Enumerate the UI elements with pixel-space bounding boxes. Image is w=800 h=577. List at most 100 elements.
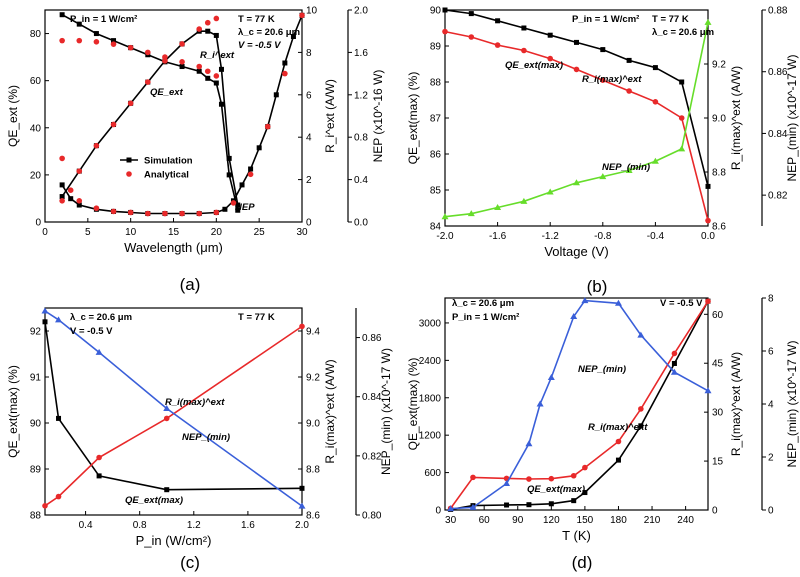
data-point [67, 187, 74, 193]
y-right2-tick-label: 8 [768, 294, 774, 305]
x-tick-label: 0.4 [79, 520, 93, 531]
data-point [218, 101, 224, 107]
data-point [59, 12, 65, 18]
data-point [652, 65, 658, 71]
data-point [204, 19, 211, 26]
y-left-axis-label: QE_ext(max) (%) [406, 72, 420, 165]
data-point [93, 142, 100, 149]
x-tick-label: 15 [168, 227, 180, 238]
data-point [205, 28, 211, 34]
annotation: R_i(max)^ext [165, 397, 225, 408]
annotation: NEP [235, 202, 255, 213]
data-point [41, 307, 49, 314]
data-point [127, 100, 134, 107]
data-point [442, 7, 448, 13]
y-right1-tick-label: 8.6 [712, 222, 726, 233]
annotation: NEP_(min) [578, 364, 626, 375]
data-point [495, 18, 501, 24]
annotation: R_i^ext [200, 50, 235, 61]
y-left-tick-label: 89 [430, 42, 442, 53]
data-point [573, 179, 580, 186]
y-right2-tick-label: 1.6 [354, 48, 368, 59]
data-point [127, 209, 134, 216]
annotation: V = -0.5 V [70, 326, 113, 337]
x-tick-label: 10 [125, 227, 137, 238]
data-point [299, 12, 305, 19]
x-tick-label: 1.2 [187, 520, 201, 531]
annotation: T = 77 K [238, 312, 275, 323]
data-point [504, 502, 510, 508]
panel-label: (a) [180, 275, 201, 294]
data-point [179, 41, 185, 47]
x-tick-label: 30 [296, 227, 308, 238]
data-point [273, 92, 279, 98]
y-right2-tick-label: 0.80 [362, 511, 382, 522]
data-point [196, 68, 202, 74]
data-point [469, 503, 477, 510]
data-point [282, 70, 288, 77]
data-point [705, 217, 711, 224]
data-point [441, 213, 449, 220]
y-left-tick-label: 90 [430, 6, 442, 17]
annotation: V = -0.5 V [238, 40, 281, 51]
data-point [235, 207, 241, 213]
data-point [468, 34, 475, 40]
x-tick-label: 90 [512, 515, 524, 526]
data-point [574, 39, 579, 45]
y-left-tick-label: 0 [435, 506, 441, 517]
data-point [264, 123, 271, 130]
data-point [218, 66, 224, 72]
data-point [196, 63, 202, 70]
data-point [59, 155, 65, 162]
y-left-tick-label: 89 [30, 465, 42, 476]
data-point [548, 475, 555, 482]
x-tick-label: -1.6 [489, 231, 507, 242]
y-right2-tick-label: 0.4 [354, 175, 368, 186]
data-point [671, 350, 678, 357]
data-point [467, 210, 475, 217]
data-point [570, 472, 577, 479]
x-tick-label: 60 [479, 515, 491, 526]
data-point [213, 32, 219, 38]
annotation: λ_c = 20.6 μm [70, 312, 132, 323]
annotation: QE_ext(max) [125, 495, 183, 506]
y-right1-axis-label: R_i(max)^ext (A/W) [729, 66, 743, 170]
data-point [521, 47, 527, 54]
y-right1-axis-label: R_i(max)^ext (A/W) [323, 359, 337, 463]
data-point [213, 209, 220, 216]
y-right2-tick-label: 4 [768, 400, 774, 411]
y-left-tick-label: 40 [30, 123, 42, 134]
y-left-tick-label: 87 [430, 114, 442, 125]
annotation: QE_ext(max) [505, 60, 563, 71]
y-right2-axis-label: NEP (x10^-16 W) [371, 70, 385, 163]
x-axis-label: Voltage (V) [544, 244, 608, 259]
data-point [226, 172, 232, 178]
y-left-tick-label: 0 [35, 218, 41, 229]
data-point [526, 476, 532, 482]
y-right1-axis-label: R_i^ext (A/W) [323, 79, 337, 153]
y-right2-tick-label: 0.0 [354, 218, 368, 229]
data-point [239, 182, 245, 188]
y-right2-tick-label: 0.84 [768, 129, 788, 140]
panel-label: (d) [572, 553, 593, 572]
x-tick-label: 0.0 [701, 231, 715, 242]
legend-entry: Simulation [144, 156, 193, 167]
data-point [76, 21, 82, 27]
data-point [299, 485, 305, 491]
y-left-tick-label: 92 [30, 327, 42, 338]
data-point [163, 415, 170, 422]
data-point [525, 440, 533, 447]
y-left-tick-label: 600 [424, 468, 441, 479]
legend-entry: Analytical [144, 170, 189, 181]
annotation: R_i(max)^ext [588, 422, 648, 433]
data-point [96, 454, 102, 461]
data-point [226, 155, 232, 161]
data-point [76, 198, 83, 204]
data-point [468, 11, 474, 17]
x-tick-label: 0.8 [133, 520, 147, 531]
y-right1-tick-label: 4 [306, 133, 312, 144]
x-tick-label: -1.2 [542, 231, 560, 242]
data-point [179, 210, 185, 217]
x-tick-label: 2.0 [295, 520, 309, 531]
